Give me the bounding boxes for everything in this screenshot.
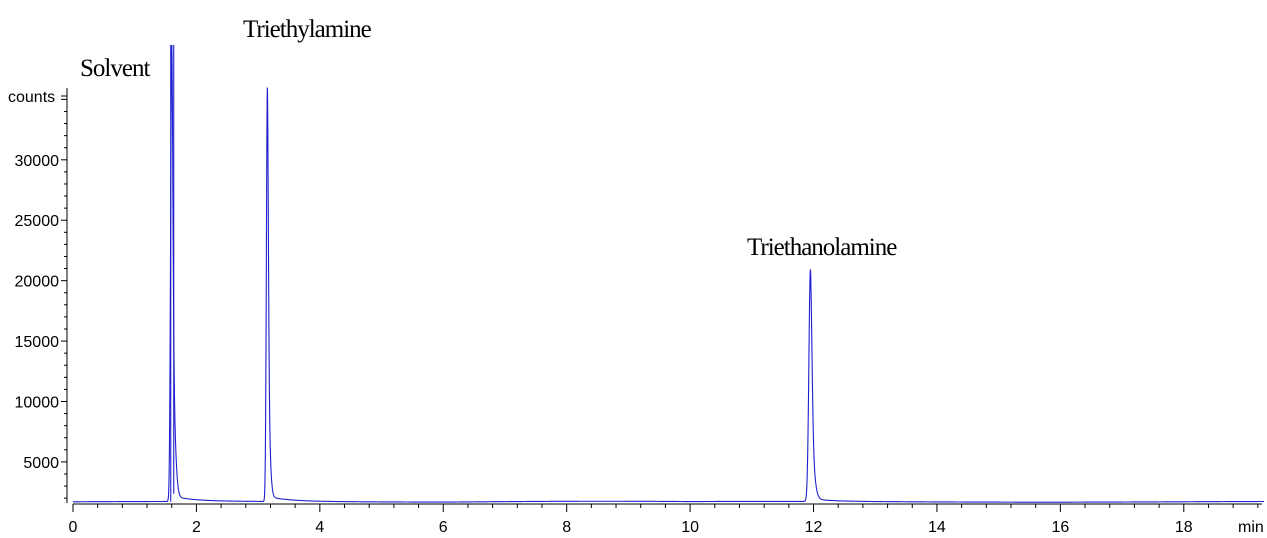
chromatogram-trace <box>73 44 1264 503</box>
x-tick-label: 12 <box>805 519 823 536</box>
trace-layer <box>73 44 1264 503</box>
x-tick-label: 18 <box>1175 519 1193 536</box>
x-tick-label: 10 <box>681 519 699 536</box>
y-tick-label: 10000 <box>15 394 60 411</box>
x-tick-label: 8 <box>562 519 571 536</box>
x-axis: 0 2 4 6 8 10 12 14 16 18 <box>69 503 1262 536</box>
x-tick-label: 0 <box>69 519 78 536</box>
x-tick-label: 14 <box>928 519 946 536</box>
y-axis-label: counts <box>8 89 55 106</box>
y-tick-label: 20000 <box>15 274 60 291</box>
peak-label: Triethylamine <box>243 16 372 43</box>
y-tick-label: 5000 <box>23 455 59 472</box>
y-tick-label: 15000 <box>15 334 60 351</box>
x-tick-label: 16 <box>1051 519 1069 536</box>
peak-label: Solvent <box>80 55 150 82</box>
y-tick-label: 30000 <box>15 153 60 170</box>
y-axis: 5000 10000 15000 20000 25000 30000 <box>15 88 68 503</box>
x-tick-label: 4 <box>315 519 324 536</box>
x-tick-label: 6 <box>439 519 448 536</box>
y-tick-label: 25000 <box>15 213 60 230</box>
x-axis-label: min <box>1238 519 1264 536</box>
peak-label: Triethanolamine <box>747 234 897 261</box>
x-tick-label: 2 <box>192 519 201 536</box>
annotation-layer: Solvent Triethylamine Triethanolamine <box>80 16 898 261</box>
